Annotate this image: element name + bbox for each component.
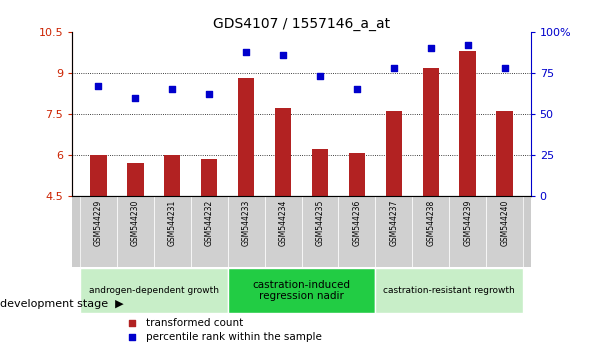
Bar [227, 196, 265, 267]
Bar [154, 196, 191, 267]
Text: castration-resistant regrowth: castration-resistant regrowth [384, 286, 515, 295]
Bar [349, 153, 365, 196]
Bar [117, 196, 154, 267]
Bar [302, 196, 338, 267]
Bar [80, 268, 227, 313]
Bar [496, 112, 513, 196]
Bar [201, 159, 218, 196]
Text: GSM544237: GSM544237 [390, 200, 399, 246]
Bar [191, 196, 227, 267]
Bar [449, 196, 486, 267]
Title: GDS4107 / 1557146_a_at: GDS4107 / 1557146_a_at [213, 17, 390, 31]
Text: GSM544235: GSM544235 [315, 200, 324, 246]
Text: GSM544239: GSM544239 [463, 200, 472, 246]
Bar [312, 149, 328, 196]
Text: castration-induced
regression nadir: castration-induced regression nadir [253, 280, 350, 301]
Point [241, 49, 251, 55]
Point [167, 87, 177, 92]
Point [315, 74, 325, 79]
Point [278, 52, 288, 58]
Point [389, 65, 399, 71]
Bar [238, 78, 254, 196]
Text: GSM544231: GSM544231 [168, 200, 177, 246]
Point [130, 95, 140, 101]
Text: GSM544238: GSM544238 [426, 200, 435, 246]
Text: GSM544232: GSM544232 [204, 200, 213, 246]
Bar [376, 196, 412, 267]
Bar [80, 196, 117, 267]
Bar [412, 196, 449, 267]
Text: development stage  ▶: development stage ▶ [0, 299, 124, 309]
Point [204, 92, 214, 97]
Point [352, 87, 362, 92]
Text: GSM544240: GSM544240 [500, 200, 510, 246]
Bar [338, 196, 376, 267]
Text: androgen-dependent growth: androgen-dependent growth [89, 286, 219, 295]
Bar [376, 268, 523, 313]
Text: percentile rank within the sample: percentile rank within the sample [146, 332, 321, 342]
Bar [459, 51, 476, 196]
Bar [164, 155, 180, 196]
Point [463, 42, 473, 48]
Point [500, 65, 510, 71]
Text: GSM544230: GSM544230 [131, 200, 140, 246]
Bar [90, 155, 107, 196]
Text: GSM544236: GSM544236 [352, 200, 361, 246]
Text: GSM544234: GSM544234 [279, 200, 288, 246]
Text: GSM544229: GSM544229 [93, 200, 103, 246]
Point [426, 45, 436, 51]
Point [93, 83, 103, 89]
Bar [423, 68, 439, 196]
Bar [227, 268, 376, 313]
Bar [275, 108, 291, 196]
Bar [265, 196, 302, 267]
Bar [127, 163, 144, 196]
Text: transformed count: transformed count [146, 318, 243, 328]
Bar [486, 196, 523, 267]
Bar [385, 112, 402, 196]
Text: GSM544233: GSM544233 [242, 200, 251, 246]
